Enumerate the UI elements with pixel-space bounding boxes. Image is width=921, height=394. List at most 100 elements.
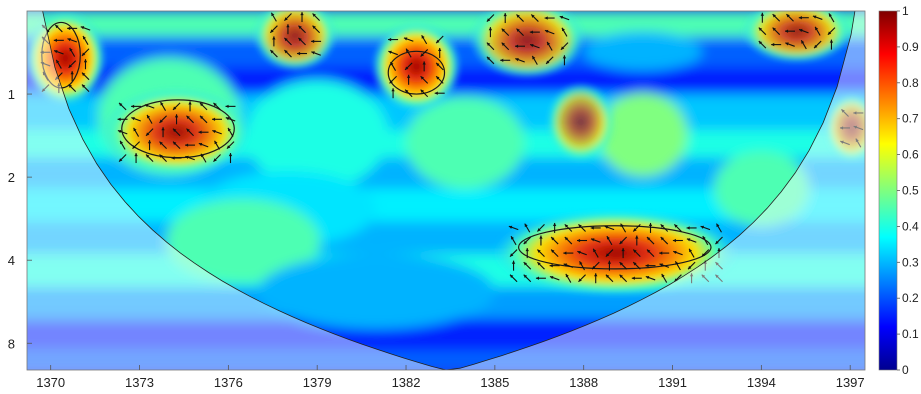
phase-arrow <box>131 104 142 109</box>
phase-arrow <box>406 74 411 85</box>
phase-arrow <box>717 248 721 259</box>
phase-arrow <box>311 51 321 56</box>
phase-arrow <box>54 72 63 81</box>
phase-arrow <box>55 59 62 69</box>
phase-arrow <box>227 127 234 137</box>
coherence-region <box>546 82 616 163</box>
phase-arrow <box>509 249 518 258</box>
x-tick-label: 1394 <box>747 375 776 390</box>
background-patch <box>583 31 703 71</box>
phase-arrow <box>269 25 278 34</box>
phase-arrow <box>841 109 849 117</box>
phase-arrow <box>134 153 138 164</box>
phase-arrow <box>186 128 194 137</box>
phase-arrow <box>213 154 221 162</box>
phase-arrow <box>117 117 128 121</box>
phase-arrow <box>813 40 822 49</box>
phase-arrow <box>516 14 524 22</box>
x-tick-label: 1391 <box>658 375 687 390</box>
phase-arrow <box>619 261 628 270</box>
phase-arrow <box>390 61 397 71</box>
phase-arrow <box>855 138 862 148</box>
phase-arrow <box>405 48 412 58</box>
phase-arrow <box>523 274 532 283</box>
phase-arrow <box>147 140 152 151</box>
phase-arrow <box>716 223 722 233</box>
phase-arrow <box>563 251 574 255</box>
colorbar-tick-label: 0.7 <box>902 112 919 126</box>
phase-arrow <box>200 153 207 163</box>
phase-arrow <box>389 75 397 84</box>
significance-contour <box>41 21 81 89</box>
coherence-region <box>27 11 107 107</box>
phase-arrow <box>67 38 78 43</box>
phase-arrow <box>701 274 710 283</box>
phase-arrow <box>420 89 429 98</box>
phase-arrow <box>312 25 321 34</box>
background-band <box>27 350 865 370</box>
phase-arrow <box>686 238 697 243</box>
phase-arrow <box>185 143 196 147</box>
phase-arrow <box>660 224 669 232</box>
phase-arrow <box>486 42 495 51</box>
colorbar-tick-label: 0.4 <box>902 219 919 233</box>
phase-arrow <box>284 37 292 46</box>
phase-arrow <box>619 274 628 283</box>
phase-arrow <box>784 29 795 33</box>
x-tick-label: 1376 <box>214 375 243 390</box>
phase-arrow <box>549 275 560 281</box>
phase-arrow <box>117 129 128 135</box>
phase-arrow <box>226 141 235 150</box>
phase-arrow <box>632 249 641 258</box>
phase-arrow <box>659 251 670 255</box>
phase-arrow <box>758 40 767 49</box>
x-tick-label: 1397 <box>836 375 865 390</box>
colorbar-tick-label: 0.6 <box>902 148 919 162</box>
phase-arrow <box>388 50 398 56</box>
phase-arrow <box>619 236 628 245</box>
x-axis: 1370 1373 1376 1379 1382 1385 1388 1391 1394 1397 <box>36 365 865 390</box>
phase-arrow <box>57 83 61 94</box>
phase-arrow <box>53 50 64 55</box>
phase-arrow <box>68 60 77 69</box>
x-tick-label: 1370 <box>36 375 65 390</box>
background-patch <box>406 96 525 189</box>
y-tick-label: 8 <box>8 336 15 351</box>
phase-arrow <box>171 156 182 160</box>
x-tick-label: 1373 <box>125 375 154 390</box>
phase-arrow <box>812 15 823 20</box>
phase-arrow <box>646 236 655 245</box>
phase-arrow <box>564 236 573 245</box>
phase-arrow <box>146 114 153 124</box>
phase-arrow <box>284 13 292 21</box>
phase-arrow <box>579 261 586 271</box>
phase-arrow <box>510 235 517 246</box>
phase-arrow <box>661 273 668 283</box>
phase-arrow <box>771 42 782 47</box>
phase-arrow <box>515 44 526 48</box>
phase-arrow <box>69 47 76 57</box>
background-patch <box>246 79 389 189</box>
phase-arrow <box>67 26 78 31</box>
y-tick-label: 4 <box>8 253 15 268</box>
phase-arrow <box>159 141 167 150</box>
colorbar-gradient <box>878 10 898 371</box>
phase-arrow <box>687 261 696 270</box>
phase-arrow <box>228 153 233 164</box>
phase-arrow <box>673 224 682 232</box>
phase-arrow <box>544 16 555 20</box>
colorbar-tick-label: 0.9 <box>902 40 919 54</box>
phase-arrow <box>544 29 555 35</box>
phase-arrow <box>529 43 540 49</box>
phase-arrow <box>145 154 154 162</box>
phase-arrow <box>159 115 167 124</box>
coherence-region <box>371 20 462 112</box>
phase-arrow <box>272 36 276 47</box>
phase-arrow <box>715 261 723 270</box>
phase-arrow <box>188 101 192 112</box>
phase-arrow <box>840 140 850 146</box>
phase-arrow <box>503 13 507 24</box>
phase-arrow <box>404 62 413 71</box>
phase-arrow <box>537 261 545 270</box>
